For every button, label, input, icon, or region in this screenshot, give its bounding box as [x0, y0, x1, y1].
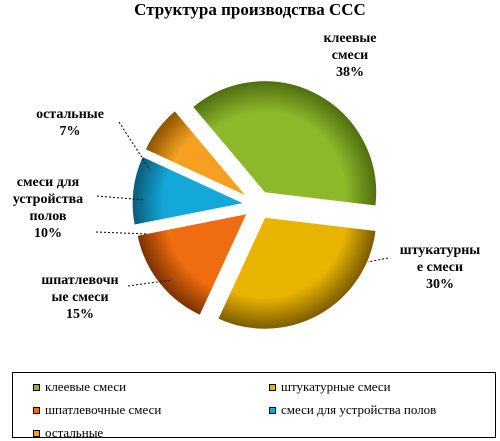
slice-value-label: 10% — [34, 226, 62, 241]
chart-legend: клеевые смеси штукатурные смеси шпатлево… — [12, 372, 496, 441]
pie-slice-3 — [131, 155, 246, 226]
legend-label: клеевые смеси — [45, 379, 127, 394]
slice-label-shpatlevochnye: шпатлевочн ые смеси 15% — [30, 272, 130, 323]
slice-label-line: ые смеси — [51, 290, 109, 305]
slice-label-line: устройства — [12, 192, 84, 207]
legend-entry: смеси для устройства полов — [269, 402, 436, 418]
pie-plot-area — [95, 80, 389, 330]
legend-label: остальные — [45, 425, 104, 440]
pie-slice-1 — [217, 216, 377, 330]
legend-swatch — [269, 406, 276, 414]
slice-label-line: смеси — [331, 48, 369, 63]
slice-label-ostalnye: остальные 7% — [22, 106, 118, 140]
legend-swatch — [269, 383, 276, 391]
slice-value-label: 7% — [59, 124, 81, 139]
slice-label-poly: смеси для устройства полов 10% — [0, 174, 96, 242]
legend-label: шпатлевочные смеси — [45, 402, 162, 417]
pie-slice-4 — [144, 109, 248, 197]
leader-line — [127, 279, 173, 287]
slice-label-line: смеси для — [16, 175, 80, 190]
legend-entry: штукатурные смеси — [269, 379, 391, 395]
pie-slice-2 — [136, 212, 248, 316]
legend-swatch — [33, 406, 40, 414]
slice-value-label: 15% — [66, 307, 94, 322]
slice-label-line: е смеси — [416, 260, 464, 275]
slice-label-line: штукатурны — [399, 243, 481, 258]
legend-entry: остальные — [33, 425, 103, 441]
leader-line — [96, 195, 146, 201]
legend-entry: шпатлевочные смеси — [33, 402, 161, 418]
legend-label: штукатурные смеси — [281, 379, 391, 394]
chart-title: Структура производства ССС — [134, 0, 366, 19]
leader-line — [118, 121, 151, 171]
pie-slice-0 — [191, 80, 378, 207]
legend-entry: клеевые смеси — [33, 379, 126, 395]
legend-swatch — [33, 383, 40, 391]
slice-label-line: полов — [29, 209, 67, 224]
slice-value-label: 38% — [336, 65, 364, 80]
legend-swatch — [33, 429, 40, 437]
slice-label-line: шпатлевочн — [41, 273, 119, 288]
legend-label: смеси для устройства полов — [281, 402, 437, 417]
slice-label-shtukaturnye: штукатурны е смеси 30% — [388, 242, 492, 293]
slice-label-line: клеевые — [323, 31, 377, 46]
leader-line — [367, 257, 389, 263]
slice-value-label: 30% — [426, 277, 454, 292]
slice-label-kleevye: клеевые смеси 38% — [300, 30, 400, 81]
leader-line — [95, 231, 149, 235]
slice-label-line: остальные — [36, 107, 104, 122]
